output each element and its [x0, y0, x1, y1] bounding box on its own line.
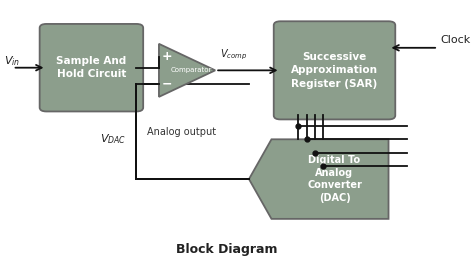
Text: $V_{comp}$: $V_{comp}$ — [220, 48, 247, 62]
Text: +: + — [162, 50, 173, 63]
FancyBboxPatch shape — [273, 21, 395, 120]
Text: Comparator: Comparator — [171, 67, 212, 73]
Text: Digital To
Analog
Converter
(DAC): Digital To Analog Converter (DAC) — [307, 155, 362, 203]
Text: $V_{in}$: $V_{in}$ — [4, 54, 20, 68]
Text: Successive
Approximation
Register (SAR): Successive Approximation Register (SAR) — [291, 52, 378, 88]
Polygon shape — [159, 44, 215, 97]
Polygon shape — [249, 139, 389, 219]
FancyBboxPatch shape — [40, 24, 143, 111]
Text: −: − — [162, 78, 172, 91]
Text: Sample And
Hold Circuit: Sample And Hold Circuit — [56, 56, 127, 79]
Text: Clock: Clock — [440, 35, 471, 45]
Text: Analog output: Analog output — [147, 126, 216, 137]
Text: Block Diagram: Block Diagram — [176, 243, 277, 256]
Text: $V_{DAC}$: $V_{DAC}$ — [100, 132, 127, 146]
